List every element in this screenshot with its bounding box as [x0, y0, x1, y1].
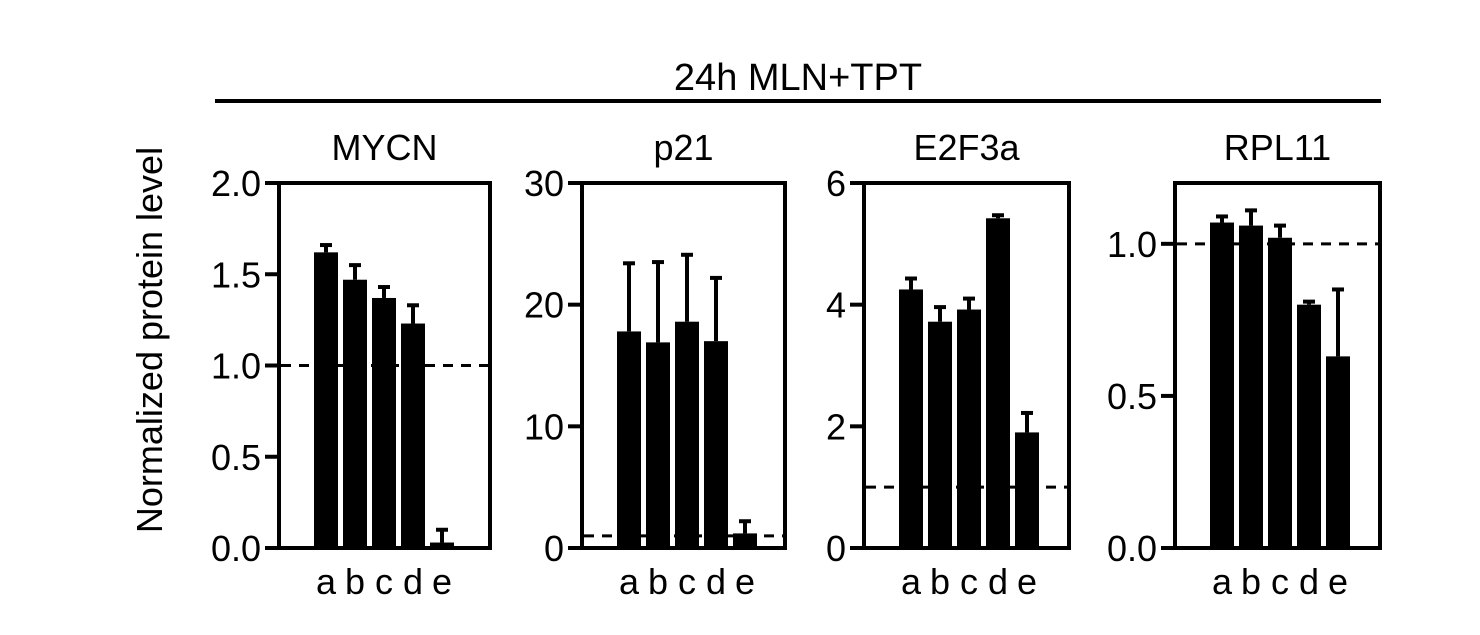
panel-rpl11: RPL11 0.0 0.5 1.0 a b c d e: [1107, 127, 1382, 602]
x-tick-label: a: [316, 561, 337, 602]
bar-c: [372, 297, 396, 548]
bar-b: [343, 279, 367, 548]
y-tick-label: 30: [524, 163, 564, 204]
bar-b: [928, 321, 952, 548]
y-tick-label: 20: [524, 285, 564, 326]
bar-e: [1015, 432, 1039, 548]
x-tick-label: a: [619, 561, 640, 602]
x-tick-label: a: [901, 561, 922, 602]
y-tick-label: 1.0: [1107, 224, 1157, 265]
x-tick-label: c: [960, 561, 978, 602]
x-tick-label: b: [345, 561, 365, 602]
bar-e: [733, 533, 757, 548]
figure-header: 24h MLN+TPT: [674, 57, 922, 99]
x-tick-label: c: [375, 561, 393, 602]
bar-b: [1239, 225, 1263, 549]
x-tick-label: c: [678, 561, 696, 602]
x-tick-label: e: [432, 561, 452, 602]
panel-title: E2F3a: [913, 127, 1020, 168]
x-tick-label: e: [1017, 561, 1037, 602]
panel-title: p21: [653, 127, 713, 168]
y-tick-label: 10: [524, 406, 564, 447]
bar-b: [646, 342, 670, 548]
y-tick-label: 0.0: [1107, 528, 1157, 569]
panel-p21: p21 0 10 20 30 a b c d e: [524, 127, 787, 602]
bar-a: [617, 331, 641, 548]
bar-a: [314, 252, 338, 548]
y-tick-label: 0: [544, 528, 564, 569]
bar-a: [899, 289, 923, 548]
x-tick-label: a: [1212, 561, 1233, 602]
y-tick-label: 0.0: [211, 528, 261, 569]
panel-mycn: MYCN 0.0 0.5 1.0 1.5 2.0 a b c d e: [211, 127, 492, 602]
bar-d: [704, 341, 728, 548]
y-tick-label: 4: [826, 285, 846, 326]
panel-title: RPL11: [1224, 127, 1331, 168]
x-tick-label: b: [930, 561, 950, 602]
x-tick-label: b: [1241, 561, 1261, 602]
x-tick-label: e: [735, 561, 755, 602]
y-tick-label: 6: [826, 163, 846, 204]
x-tick-label: b: [648, 561, 668, 602]
x-tick-label: d: [1299, 561, 1319, 602]
x-tick-label: d: [988, 561, 1008, 602]
x-tick-label: c: [1271, 561, 1289, 602]
x-tick-label: e: [1328, 561, 1348, 602]
y-tick-label: 0.5: [1107, 376, 1157, 417]
bar-a: [1210, 222, 1234, 548]
bar-d: [986, 218, 1010, 549]
bar-d: [401, 323, 425, 548]
bar-e: [1326, 356, 1350, 548]
y-tick-label: 0.5: [211, 437, 261, 478]
y-tick-label: 2: [826, 406, 846, 447]
panel-title: MYCN: [332, 127, 438, 168]
y-tick-label: 0: [826, 528, 846, 569]
y-tick-label: 1.0: [211, 346, 261, 387]
y-tick-label: 2.0: [211, 163, 261, 204]
panel-e2f3a: E2F3a 0 2 4 6 a b c d e: [826, 127, 1071, 602]
bar-c: [1268, 237, 1292, 548]
y-tick-label: 1.5: [211, 254, 261, 295]
bar-d: [1297, 304, 1321, 548]
bar-c: [675, 321, 699, 548]
bar-c: [957, 309, 981, 548]
x-tick-label: d: [706, 561, 726, 602]
bar-e: [430, 542, 454, 548]
y-axis-label: Normalized protein level: [129, 147, 170, 533]
x-tick-label: d: [403, 561, 423, 602]
